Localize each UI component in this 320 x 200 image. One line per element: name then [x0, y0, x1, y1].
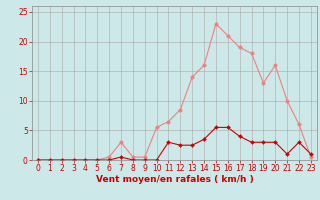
- X-axis label: Vent moyen/en rafales ( km/h ): Vent moyen/en rafales ( km/h ): [96, 175, 253, 184]
